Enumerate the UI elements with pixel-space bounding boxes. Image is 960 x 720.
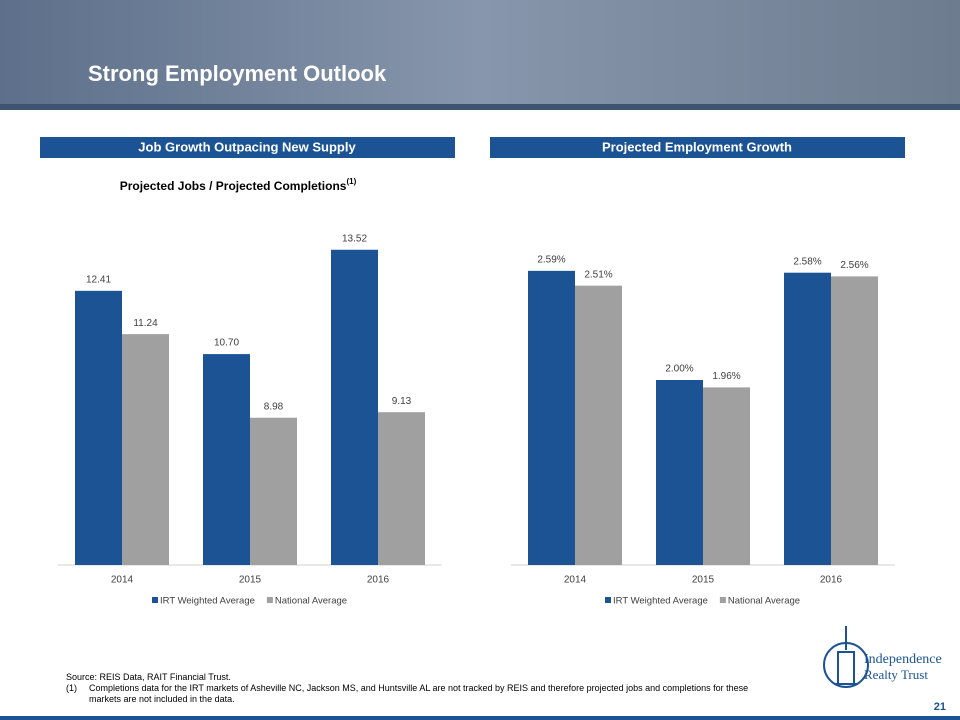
bar xyxy=(784,272,831,565)
data-label: 2.58% xyxy=(793,256,821,267)
subtitle-note: (1) xyxy=(346,177,356,186)
x-tick-label: 2014 xyxy=(111,575,134,586)
data-label: 11.24 xyxy=(133,318,158,329)
bar xyxy=(378,412,425,565)
bar xyxy=(575,285,622,565)
x-tick-label: 2015 xyxy=(239,575,262,586)
page-number: 21 xyxy=(934,701,946,713)
x-tick-label: 2016 xyxy=(367,575,390,586)
section-bar xyxy=(490,137,905,158)
logo-icon xyxy=(834,626,858,685)
legend-swatch xyxy=(152,597,158,603)
data-label: 2.59% xyxy=(537,254,565,265)
subtitle-text: Projected Jobs / Projected Completions xyxy=(120,179,347,193)
bar xyxy=(250,417,297,565)
header-banner xyxy=(0,0,960,108)
data-label: 2.56% xyxy=(840,260,868,271)
footnote-text: Completions data for the IRT markets of … xyxy=(89,683,749,704)
footer-rule xyxy=(0,716,960,720)
x-tick-label: 2015 xyxy=(692,575,715,586)
bar xyxy=(331,249,378,565)
legend-label: National Average xyxy=(275,596,347,607)
logo-text: Independence xyxy=(864,652,942,667)
data-label: 8.98 xyxy=(264,401,284,412)
data-label: 2.51% xyxy=(584,269,612,280)
bar xyxy=(75,290,122,565)
data-label: 13.52 xyxy=(342,233,367,244)
legend-swatch xyxy=(266,597,273,603)
slide-title: Strong Employment Outlook xyxy=(88,61,387,86)
data-label: 10.70 xyxy=(214,338,239,349)
header-rule xyxy=(0,104,960,110)
bar xyxy=(528,270,575,565)
logo: Independence Realty Trust xyxy=(823,626,942,688)
data-label: 12.41 xyxy=(86,274,111,285)
section-bar xyxy=(40,137,455,158)
chart-subtitle: Projected Jobs / Projected Completions(1… xyxy=(120,177,357,193)
legend-swatch xyxy=(605,597,611,603)
bar xyxy=(831,276,878,565)
data-label: 2.00% xyxy=(665,364,693,375)
data-label: 1.96% xyxy=(712,371,740,382)
section-title: Job Growth Outpacing New Supply xyxy=(138,139,356,154)
logo-text: Realty Trust xyxy=(864,667,928,682)
legend-swatch xyxy=(719,597,726,603)
source-note: Source: REIS Data, RAIT Financial Trust. xyxy=(66,672,231,682)
bar xyxy=(122,334,169,565)
legend-label: IRT Weighted Average xyxy=(160,596,255,607)
footnote-marker: (1) xyxy=(66,683,77,693)
section-title: Projected Employment Growth xyxy=(602,139,792,154)
legend-label: IRT Weighted Average xyxy=(613,596,708,607)
x-tick-label: 2014 xyxy=(564,575,587,586)
bar xyxy=(203,354,250,565)
data-label: 9.13 xyxy=(392,396,412,407)
x-tick-label: 2016 xyxy=(820,575,843,586)
legend-label: National Average xyxy=(728,596,800,607)
bar xyxy=(656,380,703,565)
bar xyxy=(703,387,750,565)
